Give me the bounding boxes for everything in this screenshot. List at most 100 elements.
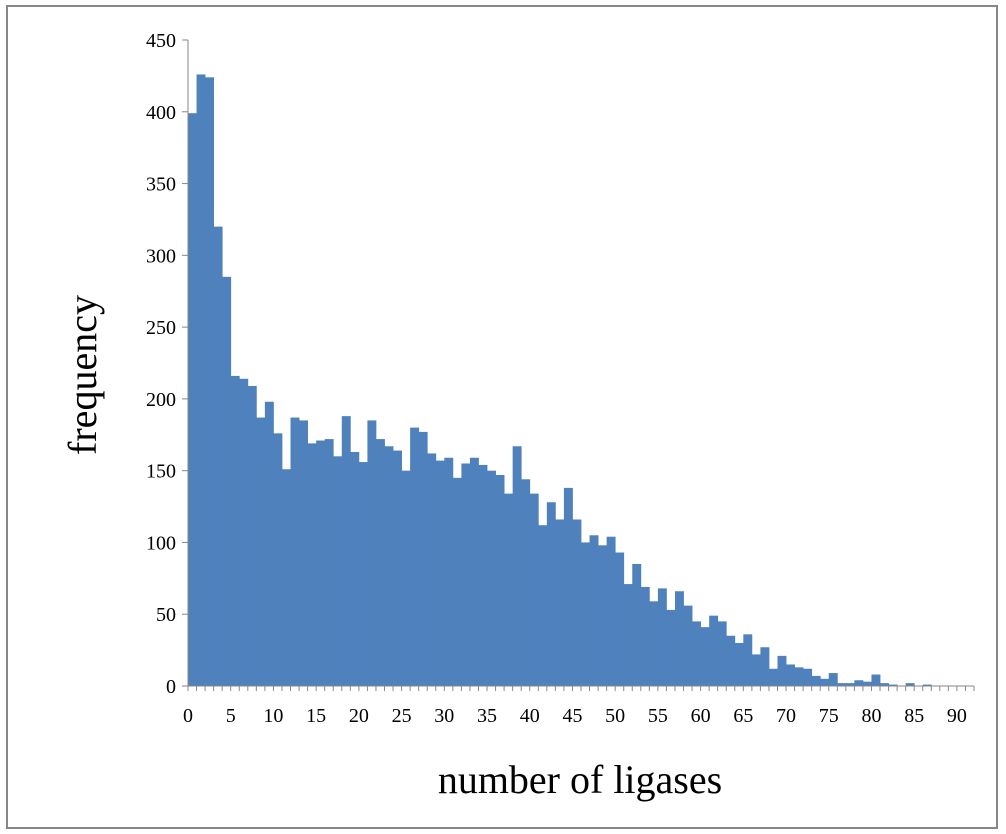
x-tick-label: 0 <box>183 705 193 727</box>
bar <box>444 457 454 686</box>
x-tick-label: 30 <box>434 705 454 727</box>
bar <box>905 683 915 686</box>
bar <box>452 477 462 686</box>
x-tick-label: 5 <box>226 705 236 727</box>
chart-frame: 0 50 100 150 200 250 300 350 400 450 0 5 10 15 20 25 30 3… <box>6 5 998 829</box>
bar <box>598 545 608 686</box>
x-tick-label: 50 <box>605 705 625 727</box>
bar <box>794 667 804 686</box>
y-tick-label: 250 <box>146 317 176 339</box>
x-tick-label: 40 <box>520 705 540 727</box>
bar <box>615 552 625 686</box>
y-tick-label: 350 <box>146 174 176 196</box>
bar <box>393 450 402 686</box>
bar <box>307 443 317 686</box>
bar <box>674 591 684 686</box>
bar <box>418 431 428 686</box>
bar <box>273 433 283 686</box>
bar <box>350 452 360 686</box>
x-tick-label: 10 <box>263 705 283 727</box>
bar <box>692 621 702 686</box>
x-tick-label: 60 <box>691 705 711 727</box>
x-tick-label: 20 <box>349 705 369 727</box>
bar <box>512 446 522 686</box>
bar <box>751 654 761 686</box>
bar <box>230 375 240 686</box>
bar <box>563 487 573 686</box>
bar <box>581 542 590 686</box>
bar <box>632 563 642 686</box>
bar <box>487 470 496 686</box>
y-tick-label: 100 <box>146 532 176 554</box>
bar <box>256 417 266 686</box>
y-axis-title: frequency <box>60 295 105 455</box>
bar <box>478 464 488 686</box>
bar <box>820 678 830 686</box>
bar <box>495 474 505 686</box>
bar <box>589 535 599 686</box>
bar <box>709 615 719 686</box>
bar <box>683 605 693 686</box>
bars-layer <box>188 74 932 687</box>
bar <box>333 456 343 686</box>
x-tick-label: 70 <box>776 705 796 727</box>
bar <box>222 276 232 686</box>
bar <box>854 680 864 686</box>
bar <box>367 420 377 686</box>
bar <box>768 668 778 686</box>
bar <box>410 427 420 686</box>
y-tick-label: 300 <box>146 245 176 267</box>
bar <box>717 621 727 686</box>
x-tick-label: 15 <box>306 705 326 727</box>
bar <box>427 453 437 686</box>
y-tick-label: 450 <box>146 30 176 52</box>
bar <box>837 683 847 686</box>
bar <box>828 673 838 686</box>
axes-layer <box>182 39 975 691</box>
bar <box>384 446 394 686</box>
y-tick-label: 0 <box>166 676 176 698</box>
y-tick-label: 400 <box>146 102 176 124</box>
bar <box>640 586 650 686</box>
bar <box>316 440 326 686</box>
x-axis-title: number of ligases <box>438 757 722 802</box>
bar <box>888 684 898 686</box>
bar <box>205 77 215 686</box>
x-tick-label: 45 <box>562 705 582 727</box>
bar <box>922 684 932 686</box>
bar <box>649 601 659 686</box>
y-tick-label: 150 <box>146 461 176 483</box>
bar <box>786 664 795 686</box>
bar <box>375 439 385 686</box>
bar <box>845 683 855 686</box>
bar <box>188 113 197 687</box>
bar <box>777 655 787 686</box>
bar <box>341 416 351 686</box>
bar <box>435 460 445 686</box>
x-tick-label: 25 <box>392 705 412 727</box>
bar <box>623 584 633 686</box>
y-tick-label: 50 <box>156 604 176 626</box>
x-tick-label: 35 <box>477 705 497 727</box>
bar <box>290 417 300 686</box>
bar <box>521 479 531 686</box>
bar <box>555 519 565 686</box>
x-tick-label: 55 <box>648 705 668 727</box>
bar <box>606 536 616 686</box>
bar <box>196 74 206 687</box>
bar <box>299 420 309 686</box>
bar <box>358 462 368 686</box>
bar <box>247 385 257 686</box>
bar <box>734 642 744 686</box>
y-tick-label: 200 <box>146 389 176 411</box>
bar <box>461 463 471 686</box>
bar <box>572 519 582 686</box>
histogram-chart: 0 50 100 150 200 250 300 350 400 450 0 5 10 15 20 25 30 3… <box>60 30 975 802</box>
bar <box>281 469 291 686</box>
x-tick-label: 85 <box>904 705 924 727</box>
bar <box>324 439 334 686</box>
bar <box>213 226 223 686</box>
x-tick-label: 90 <box>947 705 967 727</box>
bar <box>700 627 710 686</box>
bar <box>469 457 479 686</box>
